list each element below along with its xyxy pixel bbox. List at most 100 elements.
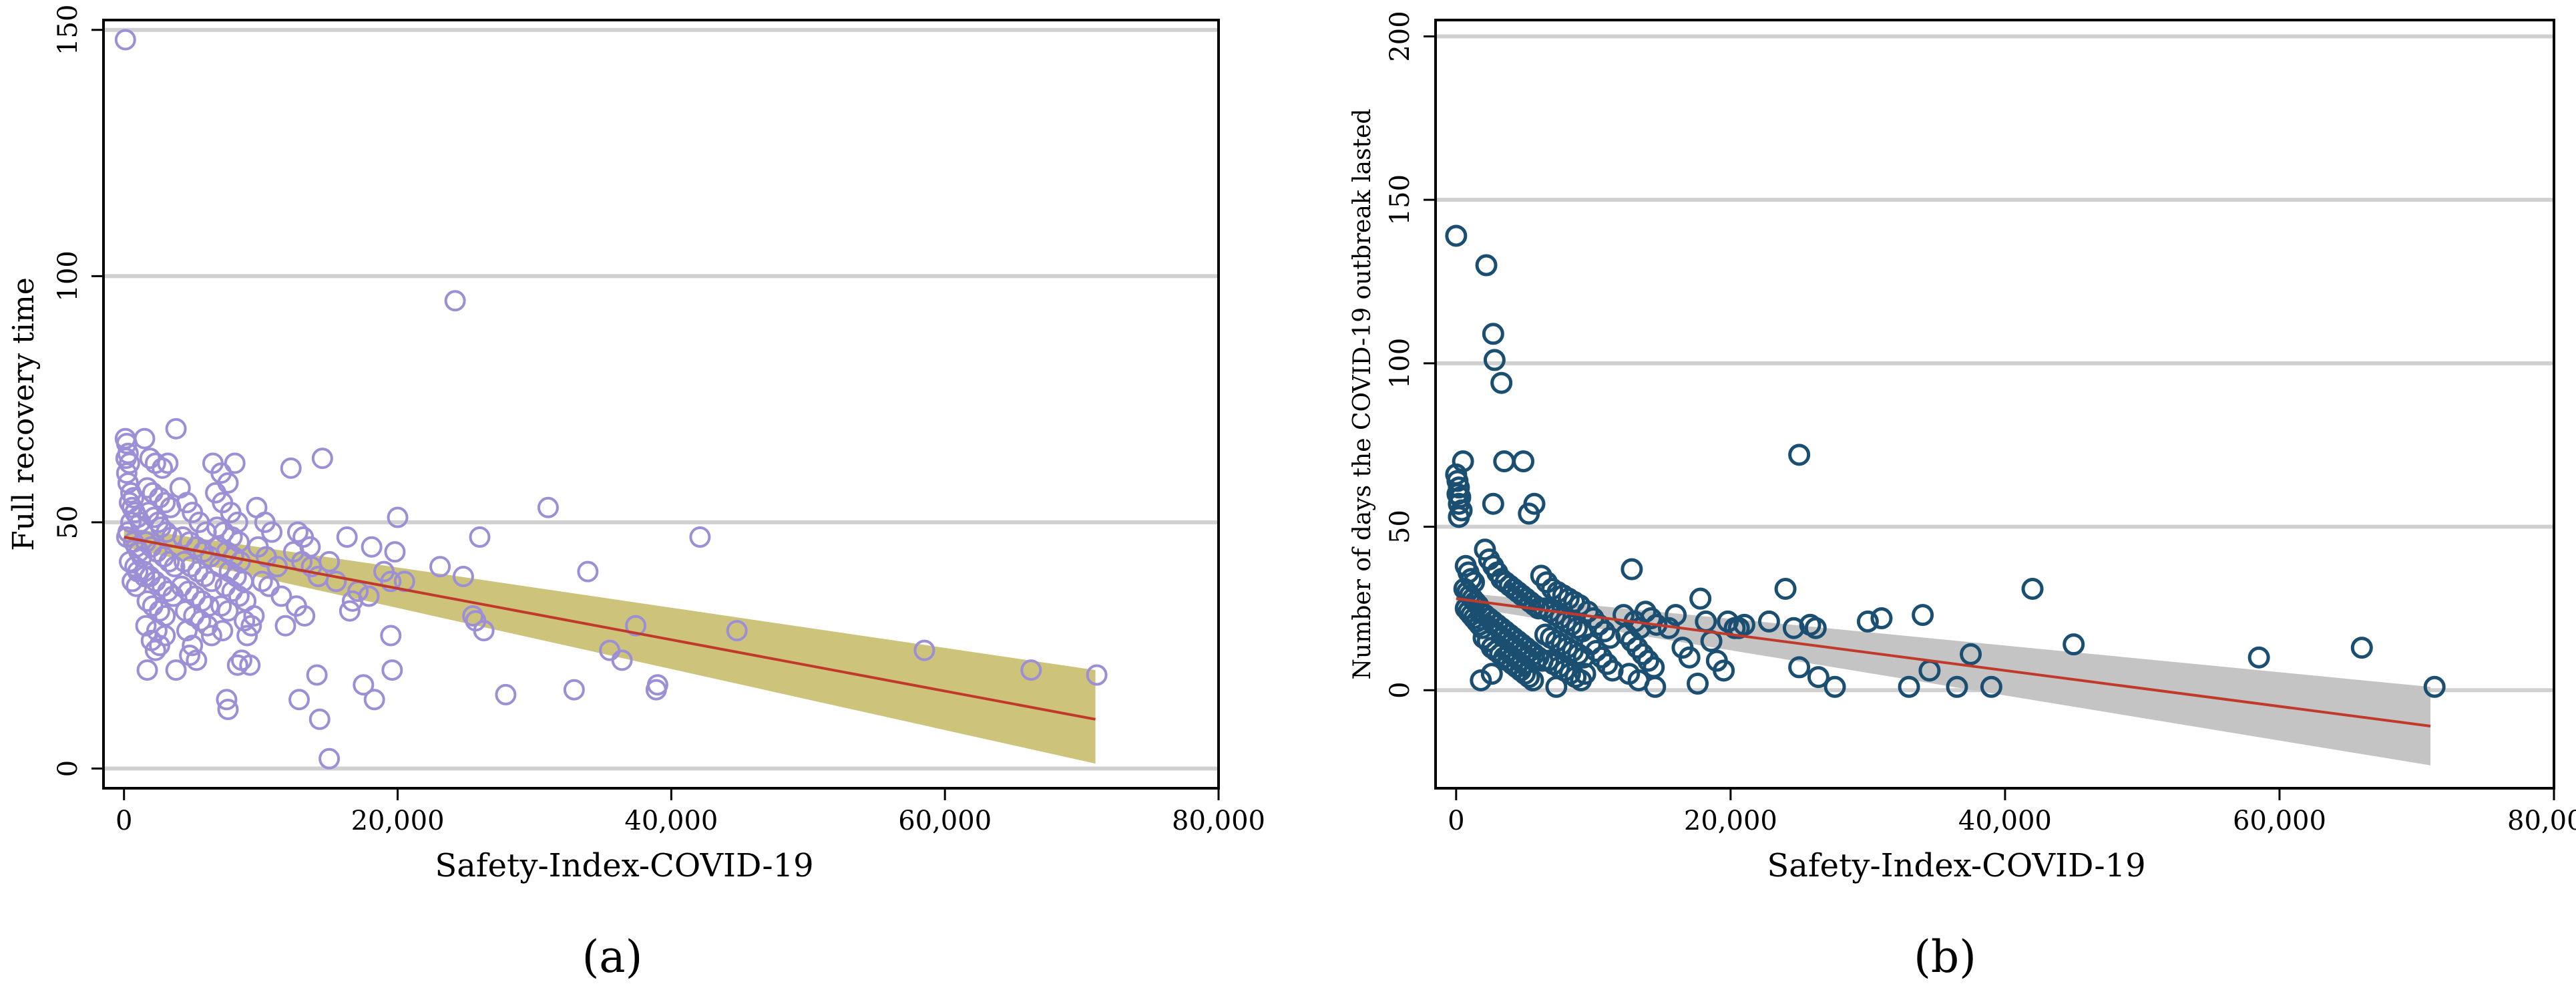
y-tick-label: 200	[1385, 11, 1416, 61]
scatter-point	[286, 521, 308, 543]
scatter-point	[165, 418, 187, 440]
panel-a-gridlines	[105, 27, 1217, 771]
x-tick-label: 40,000	[1958, 806, 2052, 836]
scatter-point	[1774, 577, 1797, 600]
y-tick-label: 50	[53, 505, 83, 539]
scatter-point	[1665, 604, 1687, 627]
scatter-point	[154, 492, 176, 514]
scatter-point	[1634, 601, 1657, 623]
scatter-point	[165, 659, 187, 681]
b-fit-line	[1456, 597, 2431, 728]
scatter-point	[452, 566, 474, 588]
scatter-point	[1512, 450, 1535, 473]
scatter-point	[176, 620, 198, 642]
scatter-point	[2423, 675, 2446, 698]
x-tick-label: 20,000	[1684, 806, 1777, 836]
scatter-point	[152, 457, 174, 479]
scatter-point	[1448, 506, 1470, 528]
scatter-point	[294, 605, 316, 627]
x-tick-label: 40,000	[624, 806, 718, 836]
scatter-point	[226, 654, 248, 676]
scatter-point	[288, 689, 310, 711]
scatter-point	[429, 556, 451, 578]
scatter-point	[157, 580, 179, 603]
y-tick-label: 150	[1385, 174, 1416, 225]
scatter-point	[1678, 646, 1701, 669]
x-tick-label: 80,000	[2507, 806, 2576, 836]
scatter-point	[1579, 633, 1602, 656]
a-fit-line	[124, 536, 1096, 721]
y-tick-label: 0	[1385, 681, 1416, 698]
scatter-point	[1482, 323, 1504, 345]
y-tick-label: 100	[1385, 338, 1416, 389]
panel-b-points	[1445, 224, 2446, 698]
scatter-point	[1640, 607, 1663, 630]
scatter-point	[116, 462, 138, 484]
scatter-point	[1788, 656, 1811, 679]
scatter-point	[243, 605, 265, 627]
scatter-point	[1518, 666, 1540, 689]
x-tick-label: 20,000	[351, 806, 445, 836]
panel-b-label: (b)	[1914, 931, 1976, 983]
scatter-point	[689, 526, 711, 548]
scatter-point	[358, 585, 380, 607]
scatter-point	[1631, 643, 1654, 665]
scatter-point	[274, 615, 296, 637]
panel-a-label: (a)	[582, 931, 643, 983]
scatter-point	[1518, 502, 1540, 525]
scatter-point	[261, 521, 283, 543]
scatter-point	[224, 452, 246, 474]
scatter-point	[1490, 371, 1513, 394]
panel-a-x-ticks: 0 20,000 40,000 60,000 80,000	[116, 788, 1265, 836]
scatter-point	[1480, 663, 1503, 685]
scatter-point	[1020, 659, 1042, 681]
scatter-point	[1823, 675, 1846, 698]
scatter-point	[646, 674, 668, 696]
scatter-point	[157, 452, 179, 474]
panel-a-fit-line-group	[124, 536, 1096, 721]
scatter-point	[339, 600, 361, 622]
scatter-point	[280, 457, 302, 479]
scatter-point	[325, 570, 347, 593]
scatter-point	[1576, 601, 1599, 623]
scatter-point	[120, 511, 142, 533]
scatter-point	[1588, 613, 1611, 636]
scatter-point	[1713, 659, 1735, 682]
scatter-point	[1574, 663, 1596, 685]
scatter-point	[469, 526, 491, 548]
scatter-point	[306, 664, 328, 686]
scatter-point	[361, 536, 383, 558]
scatter-point	[2350, 637, 2373, 659]
scatter-point	[1530, 564, 1552, 587]
scatter-point	[136, 659, 158, 681]
scatter-point	[115, 448, 137, 470]
scatter-point	[1960, 643, 1982, 665]
scatter-point	[239, 654, 261, 676]
scatter-point	[144, 639, 166, 661]
scatter-point	[186, 649, 208, 671]
scatter-point	[1856, 610, 1879, 633]
scatter-point	[212, 620, 234, 642]
panel-a: 0 20,000 40,000 60,000 80,000 0 50 100 150 Safe…	[7, 5, 1265, 983]
scatter-point	[1644, 675, 1667, 698]
y-tick-label: 0	[53, 760, 83, 777]
scatter-point	[1615, 623, 1638, 646]
y-tick-label: 150	[53, 5, 83, 55]
scatter-point	[913, 639, 935, 661]
y-tick-label: 100	[53, 251, 83, 301]
x-tick-label: 80,000	[1172, 806, 1265, 836]
x-tick-label: 60,000	[2233, 806, 2326, 836]
panel-b-x-axis-title: Safety-Index-COVID-19	[1767, 847, 2145, 884]
scatter-point	[1621, 630, 1643, 653]
scatter-point	[1596, 653, 1619, 675]
panel-b-x-ticks: 0 20,000 40,000 60,000 80,000	[1448, 788, 2576, 836]
scatter-point	[2021, 577, 2044, 600]
scatter-point	[1590, 646, 1613, 669]
scatter-point	[1757, 610, 1780, 633]
scatter-point	[270, 585, 292, 607]
scatter-point	[2063, 633, 2085, 656]
scatter-point	[1593, 620, 1616, 643]
scatter-point	[200, 625, 222, 647]
scatter-point	[1086, 664, 1108, 686]
